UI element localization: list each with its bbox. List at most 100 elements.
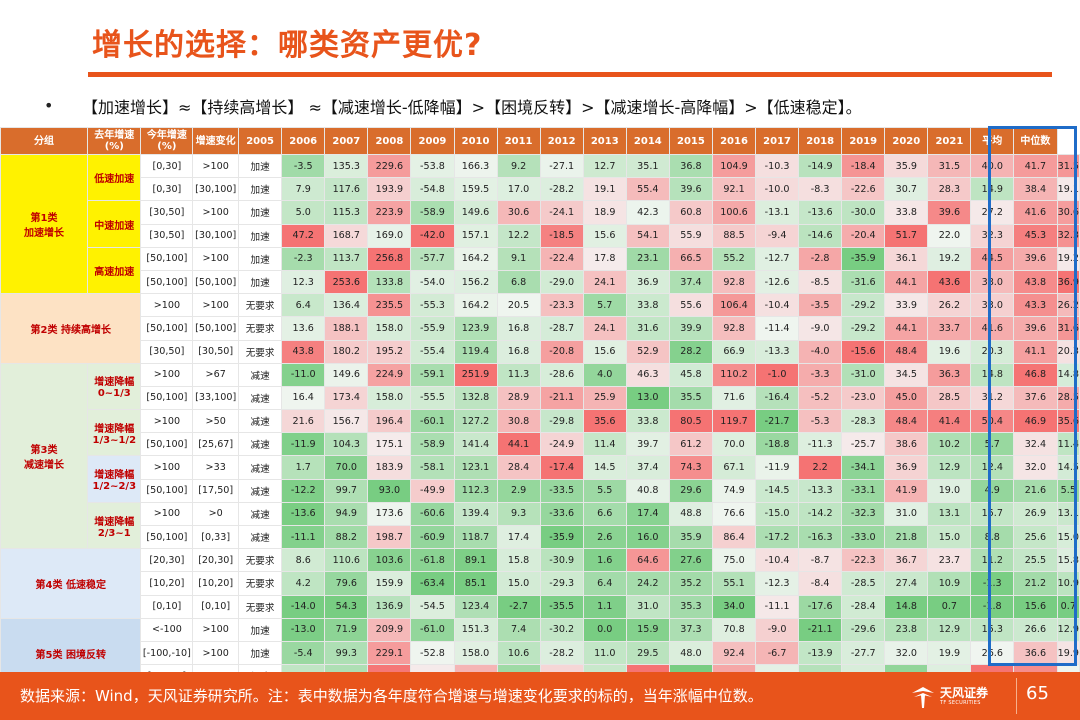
year-value-cell: 5.7 [582,293,627,318]
year-value-cell: 48.8 [668,501,713,527]
footer-bar: 数据来源：Wind，天风证券研究所。注：表中数据为各年度符合增速与增速变化要求的… [0,672,1080,720]
year-value-cell: -9.4 [755,223,800,248]
table-header-row: 分组 去年增速 (%) 今年增速 (%) 增速变化 2005 2006 2007 2008 2009… [0,127,1080,155]
year-value-cell: 33.8 [625,293,670,318]
year-value-cell: 35.2 [668,571,713,596]
cur-growth-cell: [50,100] [192,316,240,341]
growth-change-cell: 无要求 [238,548,283,573]
year-value-cell: 11.3 [496,362,541,387]
year-value-cell: 14.8 [970,362,1015,387]
year-value-cell: 110.6 [324,548,369,573]
year-value-cell: -30.0 [841,200,886,225]
year-value-cell: -31.6 [841,269,886,295]
year-value-cell: 34.0 [711,594,757,619]
year-value-cell: -14.5 [755,478,800,503]
table-row: [30,50] [30,100] 加速 47.2 168.7 169.0 -42.0 157.… [1,223,1080,248]
year-value-cell: 33.0 [970,293,1015,318]
cur-growth-cell: [0,33] [192,524,240,550]
year-value-cell: 74.3 [668,455,713,480]
year-value-cell: 43.6 [927,269,972,295]
year-value-cell: -28.7 [539,316,584,341]
cur-growth-cell: >100 [192,617,240,642]
year-value-cell: -34.1 [841,455,886,480]
cur-growth-cell: >100 [192,246,240,271]
median-cell: 15.8 [1056,548,1080,573]
year-value-cell: 43.8 [281,339,326,364]
year-value-cell: 88.5 [711,223,757,248]
table-row: [0,10] [0,10] 无要求 -14.0 54.3 136.9 -54.5 123.4-… [1,594,1080,619]
year-value-cell: -18.5 [539,223,584,248]
table-row: [10,20] [10,20] 无要求 4.2 79.6 159.9 -63.4 85.1 15… [1,571,1080,596]
year-value-cell: -31.0 [841,362,886,387]
year-value-cell: 7.4 [496,617,541,642]
cur-growth-cell: >50 [192,409,240,434]
average-cell: 41.7 [1013,153,1058,179]
year-value-cell: 209.9 [367,617,412,642]
year-value-cell: 67.1 [711,455,757,480]
table-row: [50,100] [0,33] 减速 -11.1 88.2 198.7 -60.9 118.7… [1,524,1080,550]
year-value-cell: -24.1 [539,200,584,225]
year-value-cell: 10.9 [927,571,972,596]
year-value-cell: 35.5 [668,385,713,411]
year-value-cell: 55.2 [711,246,757,271]
year-value-cell: 35.1 [625,153,670,179]
year-value-cell: 175.1 [367,432,412,457]
year-value-cell: 15.0 [927,524,972,550]
cur-growth-cell: [50,100] [192,269,240,295]
year-value-cell: -23.3 [539,293,584,318]
year-value-cell: 113.7 [324,246,369,271]
median-cell: 13.1 [1056,501,1080,527]
year-value-cell: 48.4 [884,339,929,364]
year-value-cell: 27.2 [970,200,1015,225]
subgroup-label: 低速加速 [87,153,142,202]
year-value-cell: 44.1 [884,316,929,341]
table-row: 第2类 持续高增长 >100 >100 无要求 6.4 136.4 235.5 -55.3 16… [0,293,1080,364]
year-value-cell: -11.0 [281,362,326,387]
year-value-cell: 9.3 [496,501,541,527]
median-cell: 14.5 [1056,455,1080,480]
year-value-cell: -1.8 [970,594,1015,619]
year-value-cell: 15.9 [625,617,670,642]
year-value-cell: 156.7 [324,409,369,434]
year-value-cell: 39.9 [668,316,713,341]
year-value-cell: -2.7 [496,594,541,619]
cur-growth-cell: >100 [192,153,240,179]
year-value-cell: 149.6 [453,200,498,225]
year-value-cell: 223.9 [367,200,412,225]
year-value-cell: 159.5 [453,177,498,202]
prev-growth-cell: >100 [140,455,194,480]
year-value-cell: 136.9 [367,594,412,619]
growth-change-cell: 减速 [238,362,283,387]
growth-change-cell: 无要求 [238,293,283,318]
median-cell: 0.7 [1056,594,1080,619]
year-value-cell: 31.0 [884,501,929,527]
year-value-cell: 14.8 [884,594,929,619]
average-cell: 37.6 [1013,385,1058,411]
year-value-cell: -14.2 [798,501,843,527]
year-value-cell: 79.6 [324,571,369,596]
header-cell: 2018 [798,127,843,155]
prev-growth-cell: [50,100] [140,432,194,457]
year-value-cell: 103.6 [367,548,412,573]
year-value-cell: 16.8 [496,339,541,364]
year-value-cell: 75.0 [711,548,757,573]
average-cell: 38.4 [1013,177,1058,202]
year-value-cell: 31.6 [625,316,670,341]
year-value-cell: 12.2 [496,223,541,248]
header-cell: 增速变化 [192,127,240,155]
year-value-cell: -15.6 [841,339,886,364]
prev-growth-cell: [30,50] [140,339,194,364]
header-cell: 2012 [539,127,584,155]
year-value-cell: 76.6 [711,501,757,527]
year-value-cell: 99.3 [324,640,369,666]
year-value-cell: 12.3 [281,269,326,295]
year-value-cell: 86.4 [711,524,757,550]
year-value-cell: 19.9 [927,640,972,666]
year-value-cell: -54.5 [410,594,455,619]
year-value-cell: 17.8 [582,246,627,271]
year-value-cell: 117.6 [324,177,369,202]
cur-growth-cell: >33 [192,455,240,480]
header-cell: 中位数 [1013,127,1058,155]
table-row: 增速降幅 2/3~1 >100 >0 减速 -13.6 94.9 173.6 -60.6 139.… [1,501,1080,550]
median-cell: 31.5 [1056,153,1080,179]
